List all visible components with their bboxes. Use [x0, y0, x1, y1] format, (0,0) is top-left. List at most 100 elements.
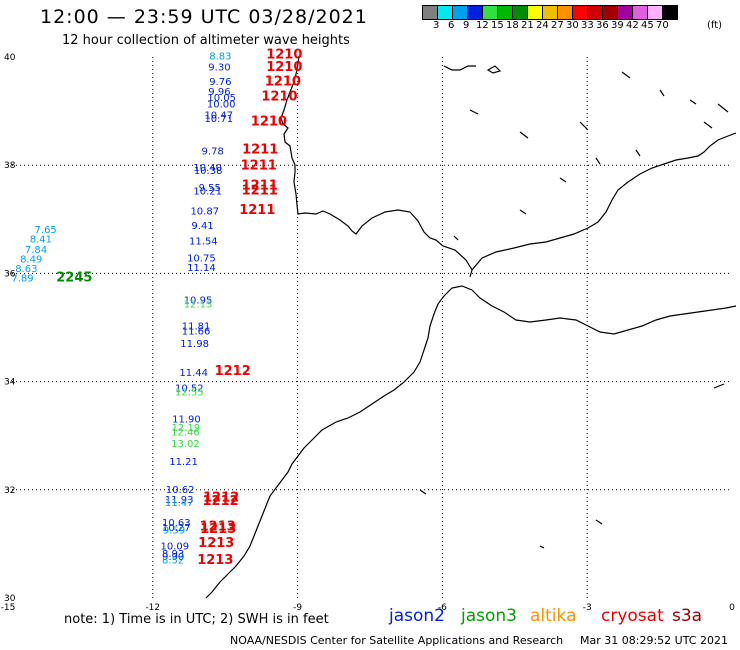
lon-label: -6 — [438, 603, 447, 613]
pass-time-label: 1211 — [241, 159, 277, 174]
legend-tick-label: 15 — [491, 20, 504, 31]
pass-time-label: 1210 — [251, 115, 287, 130]
wave-height-label: 8.83 — [209, 52, 231, 63]
wave-height-label: 10.00 — [207, 99, 236, 110]
wave-height-label: 9.90 — [162, 552, 184, 563]
island-3 — [659, 89, 665, 97]
wave-height-label: 9.55 — [199, 183, 221, 194]
island-10 — [703, 121, 713, 129]
map-frame — [7, 56, 733, 599]
footer-note: note: 1) Time is in UTC; 2) SWH is in fe… — [64, 612, 329, 627]
wave-height-label: 8.41 — [30, 235, 52, 246]
pass-time-label: 1210 — [265, 75, 301, 90]
lon-label: -3 — [583, 603, 592, 613]
legend-tick-label: 9 — [463, 20, 470, 31]
island-5 — [717, 103, 729, 113]
pass-time-label: 1213 — [200, 522, 236, 537]
wave-height-label: 7.89 — [11, 274, 33, 285]
pass-time-label: 1213 — [197, 553, 233, 568]
wave-height-label: 12.19 — [172, 423, 201, 434]
legend-tick-label: 33 — [581, 20, 594, 31]
map-title: 12:00 — 23:59 UTC 03/28/2021 — [40, 6, 368, 28]
legend-tick-label: 6 — [448, 20, 455, 31]
pass-time-label: 1211 — [239, 203, 275, 218]
legend-tick-label: 21 — [521, 20, 534, 31]
wave-height-label: 11.21 — [169, 457, 198, 468]
wave-height-label: 11.81 — [182, 322, 211, 333]
legend-tick-label: 12 — [476, 20, 489, 31]
satellite-altika: altika — [530, 606, 577, 626]
legend-tick-label: 36 — [596, 20, 609, 31]
wave-height-label: 11.54 — [189, 237, 218, 248]
legend-swatch — [662, 5, 678, 20]
legend-tick-label: 3 — [433, 20, 440, 31]
pass-time-label: 1211 — [242, 179, 278, 194]
island-13 — [559, 177, 567, 183]
wave-height-label: 11.44 — [179, 368, 208, 379]
lon-label: 0 — [729, 603, 735, 613]
legend-tick-label: 70 — [656, 20, 669, 31]
island-11 — [595, 157, 601, 165]
pass-time-label: 1212 — [203, 494, 239, 509]
island-9 — [635, 149, 641, 157]
satellite-s3a: s3a — [672, 606, 703, 626]
credit: NOAA/NESDIS Center for Satellite Applica… — [230, 634, 564, 647]
island-4 — [689, 99, 697, 105]
wave-height-label: 8.63 — [15, 264, 37, 275]
map-grid — [7, 56, 733, 599]
pass-time-label: 1210 — [261, 89, 297, 104]
lake-1 — [453, 235, 459, 241]
pass-time-label: 1210 — [266, 60, 302, 75]
wave-height-label: 13.02 — [171, 439, 200, 450]
wave-height-label: 9.41 — [191, 221, 213, 232]
wave-height-label: 7.84 — [25, 245, 47, 256]
legend-tick-label: 24 — [536, 20, 549, 31]
wave-height-label: 10.21 — [193, 186, 222, 197]
wave-height-label: 11.93 — [165, 495, 194, 506]
lat-label: 32 — [4, 486, 15, 496]
legend-tick-label: 30 — [566, 20, 579, 31]
legend-unit: (ft) — [707, 20, 723, 31]
wave-height-label: 12.55 — [175, 388, 204, 399]
satellite-cryosat: cryosat — [601, 606, 664, 626]
island-15 — [595, 519, 603, 525]
lat-label: 34 — [4, 378, 16, 388]
wave-height-label: 9.76 — [209, 77, 231, 88]
pass-time-label: 1210 — [266, 48, 302, 63]
wave-height-label: 7.65 — [35, 225, 57, 236]
lon-label: -12 — [145, 603, 160, 613]
wave-height-label: 10.40 — [193, 163, 222, 174]
wave-height-label: 10.87 — [190, 206, 219, 217]
wave-height-label: 9.96 — [208, 87, 230, 98]
satellite-jason3: jason3 — [461, 606, 517, 626]
wave-height-label: 10.38 — [194, 166, 223, 177]
wave-height-label: 10.47 — [204, 111, 233, 122]
pass-time-label: 1211 — [242, 142, 278, 157]
lat-label: 38 — [4, 161, 16, 171]
color-legend — [422, 5, 678, 20]
island-16 — [539, 545, 545, 549]
wave-height-label: 8.93 — [162, 549, 184, 560]
coastline — [205, 55, 737, 599]
island-7 — [519, 131, 529, 139]
pass-time-label: 1213 — [198, 536, 234, 551]
coastline-spain-med — [471, 132, 737, 271]
wave-height-label: 11.47 — [165, 498, 194, 509]
legend-tick-label: 27 — [551, 20, 564, 31]
wave-height-label: 11.90 — [172, 415, 201, 426]
legend-tick-label: 39 — [611, 20, 624, 31]
wave-height-label: 10.05 — [207, 93, 236, 104]
wave-height-label: 11.14 — [187, 263, 216, 274]
wave-height-label: 11.66 — [182, 327, 211, 338]
coastline-morocco — [205, 285, 473, 599]
pass-time-label: 1213 — [200, 519, 236, 534]
lon-label: -15 — [1, 603, 16, 613]
wave-height-label: 10.52 — [175, 383, 204, 394]
legend-tick-label: 18 — [506, 20, 519, 31]
wave-height-label: 12.46 — [171, 428, 200, 439]
lat-label: 30 — [4, 594, 16, 604]
wave-height-label: 10.63 — [162, 518, 191, 529]
island-2 — [621, 71, 631, 79]
